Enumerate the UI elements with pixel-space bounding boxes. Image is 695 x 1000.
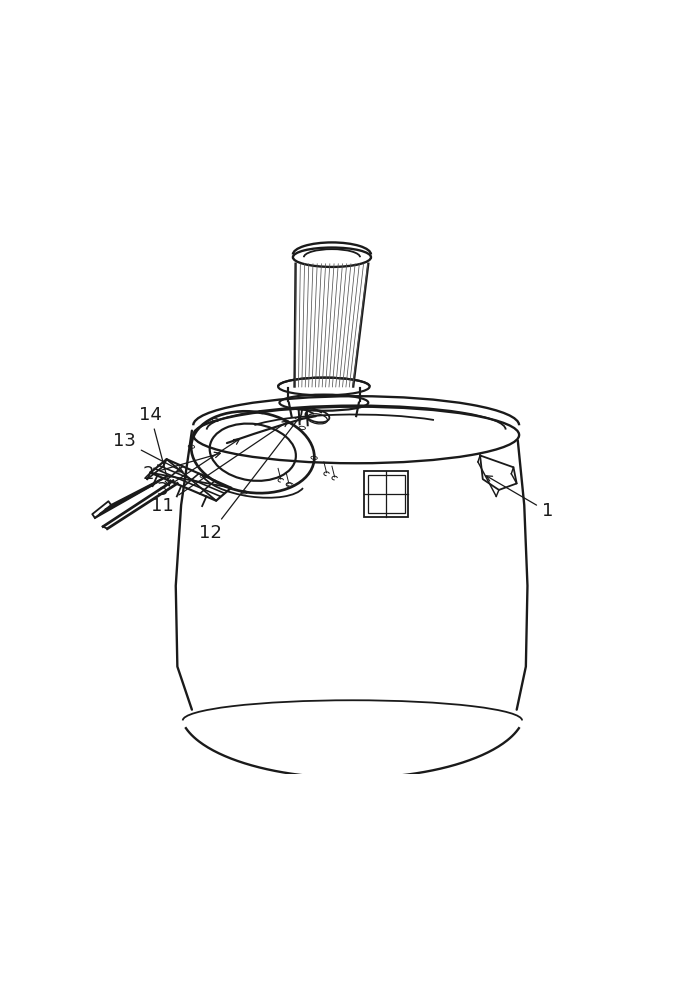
Text: 12: 12 (199, 416, 301, 542)
Bar (364, 471, 409, 517)
Text: 14: 14 (139, 406, 170, 486)
Text: 2: 2 (143, 452, 220, 483)
Text: 1: 1 (486, 476, 553, 520)
Bar (368, 475, 404, 513)
Text: 3: 3 (156, 439, 240, 499)
Text: 13: 13 (113, 432, 183, 472)
Text: 11: 11 (151, 421, 288, 515)
